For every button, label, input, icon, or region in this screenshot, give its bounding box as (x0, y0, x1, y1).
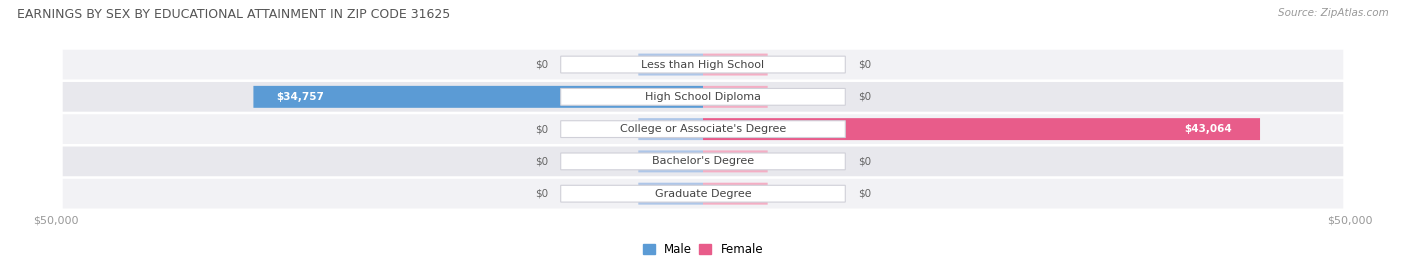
FancyBboxPatch shape (63, 114, 1343, 144)
FancyBboxPatch shape (63, 147, 1343, 176)
FancyBboxPatch shape (253, 86, 703, 108)
Text: Graduate Degree: Graduate Degree (655, 189, 751, 199)
FancyBboxPatch shape (561, 56, 845, 73)
Legend: Male, Female: Male, Female (638, 238, 768, 260)
FancyBboxPatch shape (703, 183, 768, 205)
Text: High School Diploma: High School Diploma (645, 92, 761, 102)
FancyBboxPatch shape (63, 82, 1343, 112)
FancyBboxPatch shape (703, 118, 1260, 140)
FancyBboxPatch shape (703, 150, 768, 172)
Text: $0: $0 (858, 92, 872, 102)
FancyBboxPatch shape (63, 179, 1343, 208)
Text: $43,064: $43,064 (1184, 124, 1232, 134)
FancyBboxPatch shape (638, 54, 703, 76)
Text: $0: $0 (534, 59, 548, 70)
Text: EARNINGS BY SEX BY EDUCATIONAL ATTAINMENT IN ZIP CODE 31625: EARNINGS BY SEX BY EDUCATIONAL ATTAINMEN… (17, 8, 450, 21)
FancyBboxPatch shape (63, 50, 1343, 79)
FancyBboxPatch shape (561, 89, 845, 105)
Text: $0: $0 (534, 124, 548, 134)
Text: Less than High School: Less than High School (641, 59, 765, 70)
Text: $0: $0 (858, 59, 872, 70)
FancyBboxPatch shape (561, 121, 845, 137)
Text: Bachelor's Degree: Bachelor's Degree (652, 156, 754, 167)
Text: $0: $0 (534, 189, 548, 199)
FancyBboxPatch shape (638, 118, 703, 140)
Text: College or Associate's Degree: College or Associate's Degree (620, 124, 786, 134)
Text: $0: $0 (858, 189, 872, 199)
FancyBboxPatch shape (561, 185, 845, 202)
FancyBboxPatch shape (638, 183, 703, 205)
Text: $0: $0 (858, 156, 872, 167)
FancyBboxPatch shape (703, 54, 768, 76)
FancyBboxPatch shape (703, 86, 768, 108)
FancyBboxPatch shape (638, 150, 703, 172)
FancyBboxPatch shape (561, 153, 845, 170)
Text: $0: $0 (534, 156, 548, 167)
Text: Source: ZipAtlas.com: Source: ZipAtlas.com (1278, 8, 1389, 18)
Text: $34,757: $34,757 (276, 92, 323, 102)
